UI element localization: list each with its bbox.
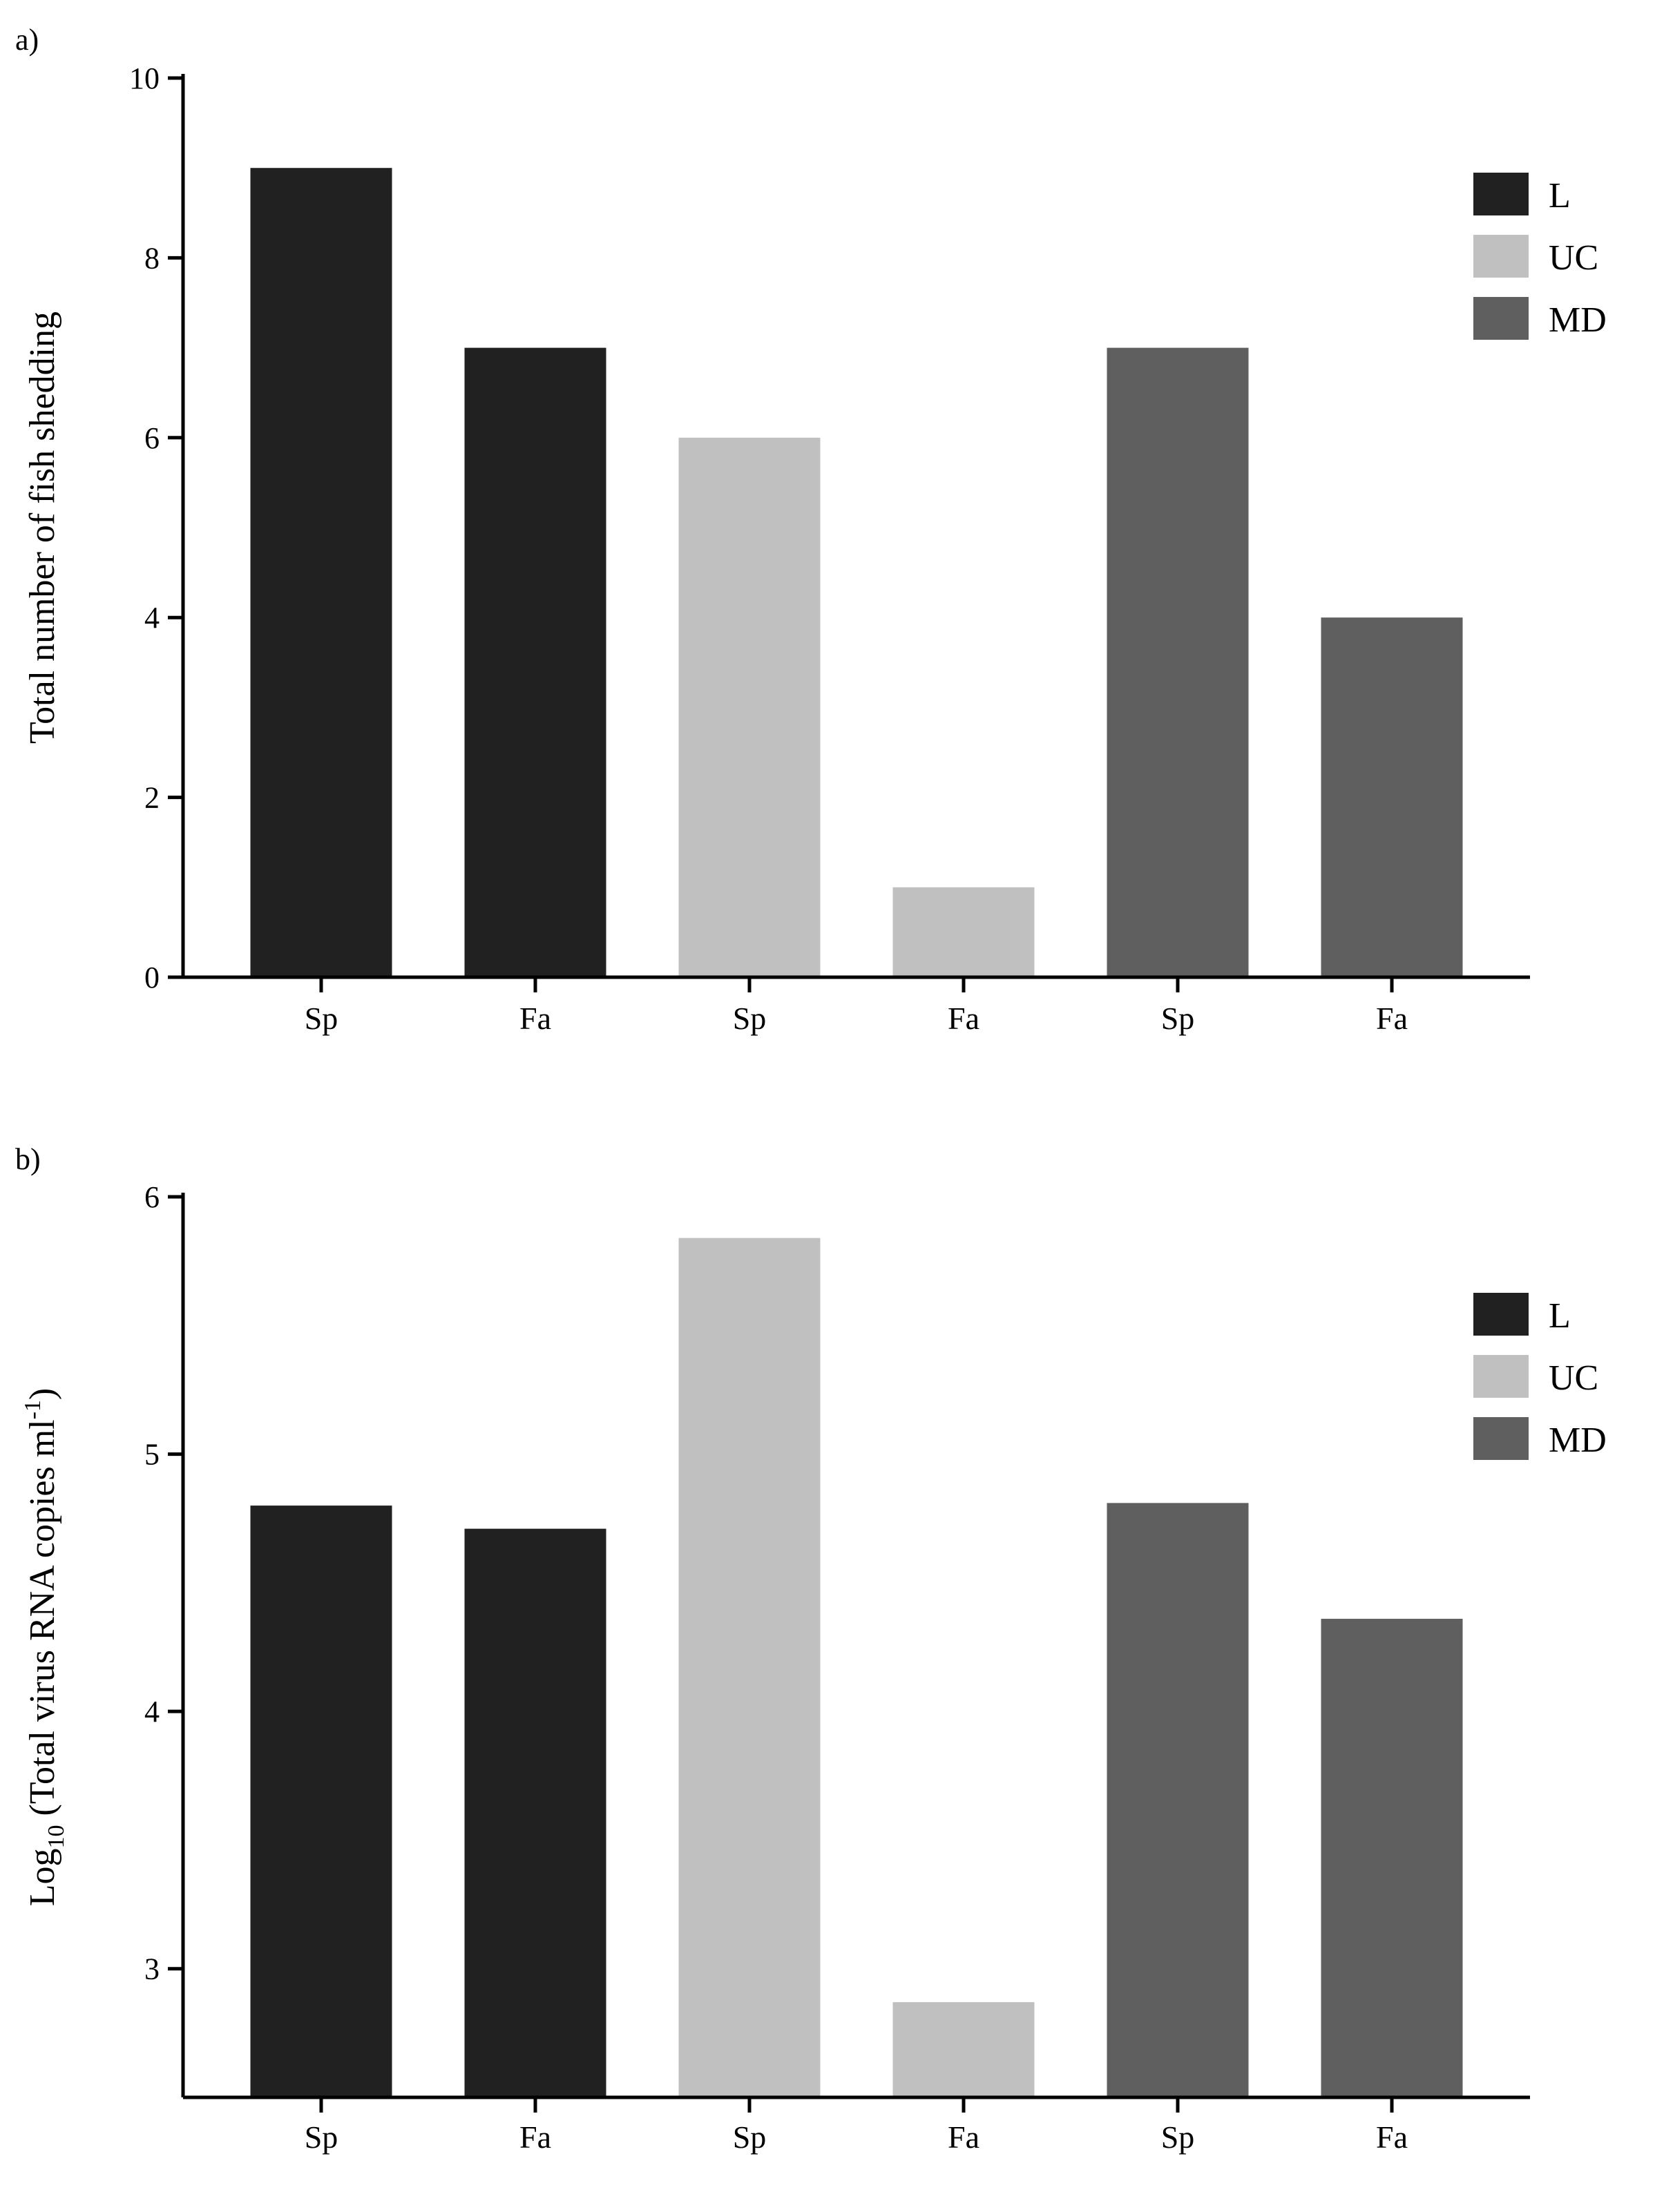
x-tick-label: Fa bbox=[948, 2119, 979, 2155]
legend-label-uc: UC bbox=[1549, 1358, 1598, 1398]
legend-swatch-uc bbox=[1473, 1355, 1529, 1398]
legend-label-md: MD bbox=[1549, 1421, 1607, 1460]
y-axis-title: Total number of fish shedding bbox=[23, 311, 62, 744]
bar-md-sp bbox=[1107, 1503, 1249, 2097]
legend-swatch-md bbox=[1473, 1417, 1529, 1460]
bar-md-fa bbox=[1321, 617, 1463, 977]
y-axis-title: Log10 (Total virus RNA copies ml-1) bbox=[20, 1388, 69, 1907]
x-tick-label: Fa bbox=[1376, 1001, 1408, 1036]
legend-label-md: MD bbox=[1549, 300, 1607, 340]
y-tick-label: 6 bbox=[144, 421, 160, 455]
x-tick-label: Fa bbox=[519, 2119, 551, 2155]
y-tick-label: 4 bbox=[144, 1695, 160, 1729]
y-tick-label: 2 bbox=[144, 781, 160, 815]
bar-l-fa bbox=[464, 347, 606, 978]
x-tick-label: Sp bbox=[305, 1001, 338, 1036]
legend-label-l: L bbox=[1549, 1296, 1571, 1336]
bar-uc-fa bbox=[892, 887, 1035, 977]
x-tick-label: Fa bbox=[519, 1001, 551, 1036]
bar-md-fa bbox=[1321, 1619, 1463, 2097]
y-tick-label: 10 bbox=[129, 61, 160, 95]
y-tick-label: 0 bbox=[144, 961, 160, 994]
bar-uc-fa bbox=[892, 2002, 1035, 2097]
bar-l-sp bbox=[250, 168, 392, 978]
x-tick-label: Sp bbox=[733, 1001, 767, 1036]
legend-swatch-md bbox=[1473, 297, 1529, 340]
x-tick-label: Fa bbox=[948, 1001, 979, 1036]
y-tick-label: 5 bbox=[144, 1438, 160, 1472]
legend-label-l: L bbox=[1549, 176, 1571, 215]
bar-uc-sp bbox=[678, 1238, 821, 2097]
legend-swatch-l bbox=[1473, 1293, 1529, 1336]
bar-uc-sp bbox=[678, 437, 821, 977]
x-tick-label: Sp bbox=[1161, 2119, 1195, 2155]
x-tick-label: Sp bbox=[305, 2119, 338, 2155]
bar-l-sp bbox=[250, 1506, 392, 2097]
x-tick-label: Fa bbox=[1376, 2119, 1408, 2155]
panel-b-chart: b) 3 4 5 6 Sp Fa Sp Fa Sp Fa Log10 (Total virus RNA… bbox=[15, 1142, 1607, 2155]
legend-swatch-uc bbox=[1473, 235, 1529, 278]
panel-a-chart: a) 0 2 4 6 8 10 Sp Fa Sp Fa Sp Fa Total number of fis… bbox=[15, 23, 1607, 1036]
y-tick-label: 3 bbox=[144, 1952, 160, 1986]
x-tick-label: Sp bbox=[1161, 1001, 1195, 1036]
bar-l-fa bbox=[464, 1528, 606, 2097]
y-tick-label: 4 bbox=[144, 601, 160, 635]
legend-label-uc: UC bbox=[1549, 238, 1598, 278]
panel-label: b) bbox=[15, 1142, 41, 1176]
y-tick-label: 6 bbox=[144, 1180, 160, 1214]
x-tick-label: Sp bbox=[733, 2119, 767, 2155]
bar-md-sp bbox=[1107, 347, 1249, 978]
panel-label: a) bbox=[15, 23, 39, 57]
y-tick-label: 8 bbox=[144, 241, 160, 275]
legend-swatch-l bbox=[1473, 173, 1529, 215]
